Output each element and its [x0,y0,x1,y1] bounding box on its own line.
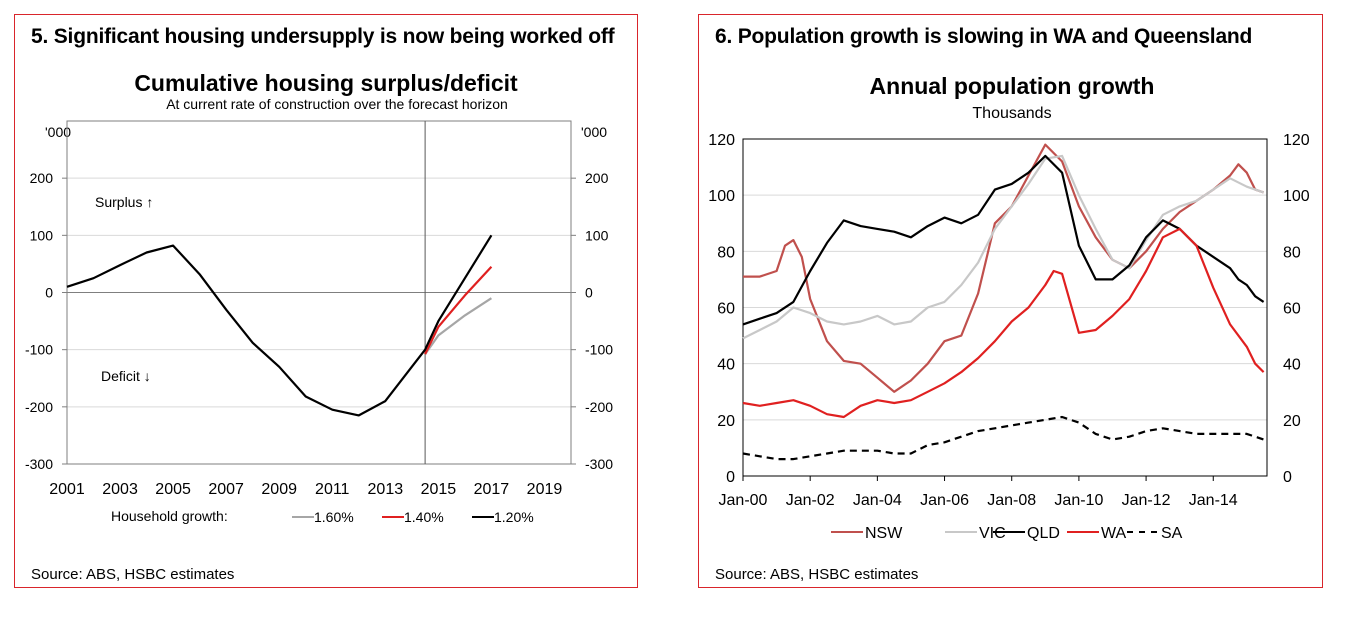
y-unit-left: '000 [45,124,71,140]
y-tick-label-right: 40 [1283,357,1301,374]
y-tick-label: -300 [25,456,53,472]
housing-chart: Cumulative housing surplus/deficit At cu… [25,70,613,525]
chart-panel-housing: 5. Significant housing undersupply is no… [14,14,638,588]
y-tick-label: 200 [30,170,54,186]
chart-title: Cumulative housing surplus/deficit [134,70,518,96]
legend-label: NSW [865,525,903,542]
legend-label: WA [1101,525,1127,542]
series-line-vic [742,154,1264,340]
x-tick-label: Jan-14 [1189,492,1238,509]
y-tick-label: 0 [726,469,735,486]
series-line-1-60pct [424,297,492,355]
x-tick-label: Jan-12 [1122,492,1171,509]
y-tick-label: 60 [717,301,735,318]
y-tick-label-right: 100 [1283,188,1310,205]
y-tick-label-right: 0 [585,285,593,301]
x-tick-label: 2011 [315,481,350,498]
legend-label: 1.20% [494,509,534,525]
y-tick-label-right: -300 [585,456,613,472]
y-tick-label: 20 [717,413,735,430]
x-tick-label: Jan-00 [719,492,768,509]
y-tick-label: 40 [717,357,735,374]
legend-label: 1.60% [314,509,354,525]
series-line-1-40pct [424,266,493,355]
x-tick-label: Jan-10 [1054,492,1103,509]
panel-heading: 6. Population growth is slowing in WA an… [715,25,1253,48]
x-tick-label: 2001 [49,481,85,498]
y-tick-label: -200 [25,399,53,415]
y-tick-label-right: 20 [1283,413,1301,430]
chart-panel-population: 6. Population growth is slowing in WA an… [698,14,1323,588]
series-line-nsw [743,143,1264,393]
legend-label: 1.40% [404,509,444,525]
y-tick-label-right: 120 [1283,132,1310,149]
y-tick-label-right: 0 [1283,469,1292,486]
source-note: Source: ABS, HSBC estimates [715,566,919,583]
x-tick-label: 2017 [474,481,510,498]
y-tick-label: 0 [45,285,53,301]
series-line-qld [742,154,1265,326]
x-tick-label: Jan-04 [853,492,902,509]
x-tick-label: 2007 [208,481,244,498]
x-tick-label: 2003 [102,481,138,498]
series-line-wa [742,227,1265,419]
series-line-1-20pct [66,234,493,417]
legend-label: VIC [979,525,1006,542]
chart-subtitle: Thousands [972,105,1051,122]
x-tick-label: 2009 [261,481,297,498]
y-tick-label-right: 100 [585,227,609,243]
annotation-deficit: Deficit ↓ [101,368,151,384]
y-tick-label-right: -200 [585,399,613,415]
y-tick-label-right: 60 [1283,301,1301,318]
y-tick-label: 100 [708,188,735,205]
annotation-surplus: Surplus ↑ [95,194,153,210]
plot-frame [742,138,1268,477]
series-line-sa [742,415,1264,461]
y-tick-label: 120 [708,132,735,149]
x-tick-label: 2013 [368,481,404,498]
x-tick-label: 2015 [421,481,457,498]
y-tick-label: -100 [25,342,53,358]
chart-subtitle: At current rate of construction over the… [166,96,508,112]
x-tick-label: 2019 [527,481,563,498]
x-tick-label: Jan-06 [920,492,969,509]
legend-title: Household growth: [111,508,228,524]
legend-label: SA [1161,525,1183,542]
x-tick-label: 2005 [155,481,191,498]
chart-title: Annual population growth [870,73,1155,99]
population-chart: Annual population growth Thousands 0 0 20 2… [708,73,1310,542]
legend-label: QLD [1027,525,1060,542]
y-tick-label: 100 [30,227,54,243]
y-tick-label-right: -100 [585,342,613,358]
y-tick-label-right: 80 [1283,244,1301,261]
x-tick-label: Jan-02 [786,492,835,509]
y-unit-right: '000 [581,124,607,140]
y-tick-label-right: 200 [585,170,609,186]
source-note: Source: ABS, HSBC estimates [31,566,235,583]
x-tick-label: Jan-08 [987,492,1036,509]
y-tick-label: 80 [717,244,735,261]
panel-heading: 5. Significant housing undersupply is no… [31,25,615,48]
